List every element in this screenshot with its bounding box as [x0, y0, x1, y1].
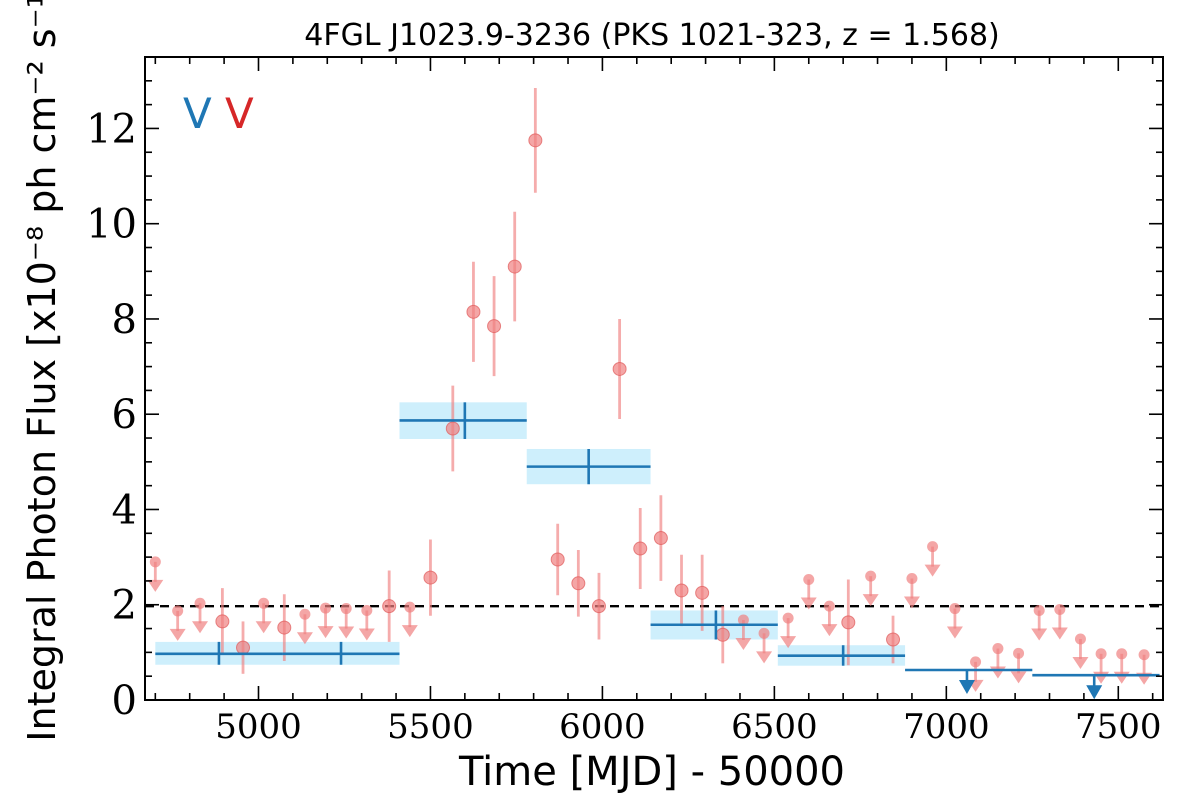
- y-tick-labels: 0 2 4 6 8 10 12: [86, 106, 137, 724]
- y-tick-label: 2: [112, 583, 137, 629]
- x-axis-label: Time [MJD] - 50000: [458, 749, 845, 795]
- legend-markers: V V: [183, 89, 254, 138]
- y-axis-label: Integral Photon Flux [x10⁻⁸ ph cm⁻² s⁻¹]: [20, 0, 64, 742]
- y-tick-label: 0: [112, 678, 137, 724]
- x-tick-label: 5500: [387, 707, 474, 747]
- y-tick-label: 8: [112, 297, 137, 343]
- data-point: [695, 585, 710, 600]
- upper-limit-arrow: [1113, 671, 1130, 684]
- long-bin-lines: [155, 402, 1160, 700]
- long-bin-upper-limit-arrow: [958, 679, 975, 694]
- data-point: [528, 133, 543, 148]
- data-point: [841, 615, 856, 630]
- data-point: [445, 421, 460, 436]
- data-point: [886, 632, 901, 647]
- data-point: [653, 531, 668, 546]
- x-tick-label: 5000: [215, 707, 302, 747]
- long-bin-upper-limit-arrow: [1086, 685, 1103, 700]
- legend-marker-blue: V: [183, 89, 212, 138]
- upper-limit-arrow: [862, 594, 879, 607]
- axes-frame: [144, 56, 1164, 701]
- y-tick-label: 12: [86, 106, 137, 152]
- upper-limit-arrow: [989, 666, 1006, 679]
- upper-limit-arrow: [903, 596, 920, 609]
- data-point: [674, 583, 689, 598]
- data-point: [633, 541, 648, 556]
- data-point: [215, 614, 230, 629]
- data-point: [550, 552, 565, 567]
- x-tick-label: 6500: [731, 707, 818, 747]
- chart-title: 4FGL J1023.9-3236 (PKS 1021-323, z = 1.5…: [304, 18, 999, 53]
- upper-limit-arrow: [735, 637, 752, 650]
- data-point: [277, 620, 292, 635]
- data-point: [612, 361, 627, 376]
- x-tick-label: 7500: [1075, 707, 1162, 747]
- data-point: [571, 576, 586, 591]
- upper-limit-arrow: [1051, 627, 1068, 640]
- data-point: [715, 627, 730, 642]
- data-point: [382, 599, 397, 614]
- upper-limit-arrow: [780, 636, 797, 649]
- data-point: [236, 640, 251, 655]
- x-tick-label: 6000: [559, 707, 646, 747]
- upper-limit-arrow: [1010, 671, 1027, 684]
- upper-limit-arrow: [1072, 657, 1089, 670]
- data-point: [591, 599, 606, 614]
- y-tick-label: 6: [112, 392, 137, 438]
- upper-limit-arrow: [317, 626, 334, 639]
- upper-limit-arrow: [401, 625, 418, 638]
- upper-limit-arrow: [946, 626, 963, 639]
- upper-limit-arrow: [924, 564, 941, 577]
- upper-limit-arrow: [821, 624, 838, 637]
- data-point: [466, 304, 481, 319]
- upper-limit-arrow: [192, 621, 209, 634]
- upper-limit-arrow: [358, 628, 375, 641]
- upper-limit-arrow: [800, 597, 817, 610]
- data-point: [487, 319, 502, 334]
- upper-limit-arrow: [756, 651, 773, 664]
- y-tick-label: 10: [86, 202, 137, 248]
- upper-limit-arrow: [338, 626, 355, 639]
- data-point: [423, 570, 438, 585]
- plot-area: [145, 87, 1163, 700]
- x-tick-labels: 5000 5500 6000 6500 7000 7500: [215, 707, 1161, 747]
- upper-limit-arrow: [1031, 628, 1048, 641]
- upper-limit-arrow: [296, 632, 313, 645]
- upper-limit-arrow: [147, 579, 164, 592]
- axis-ticks: [145, 56, 1163, 701]
- short-bin-points: [147, 87, 1153, 692]
- legend-marker-red: V: [225, 89, 254, 138]
- data-point: [507, 259, 522, 274]
- y-tick-label: 4: [112, 487, 137, 533]
- x-tick-label: 7000: [903, 707, 990, 747]
- upper-limit-arrow: [169, 628, 186, 641]
- upper-limit-arrow: [255, 621, 272, 634]
